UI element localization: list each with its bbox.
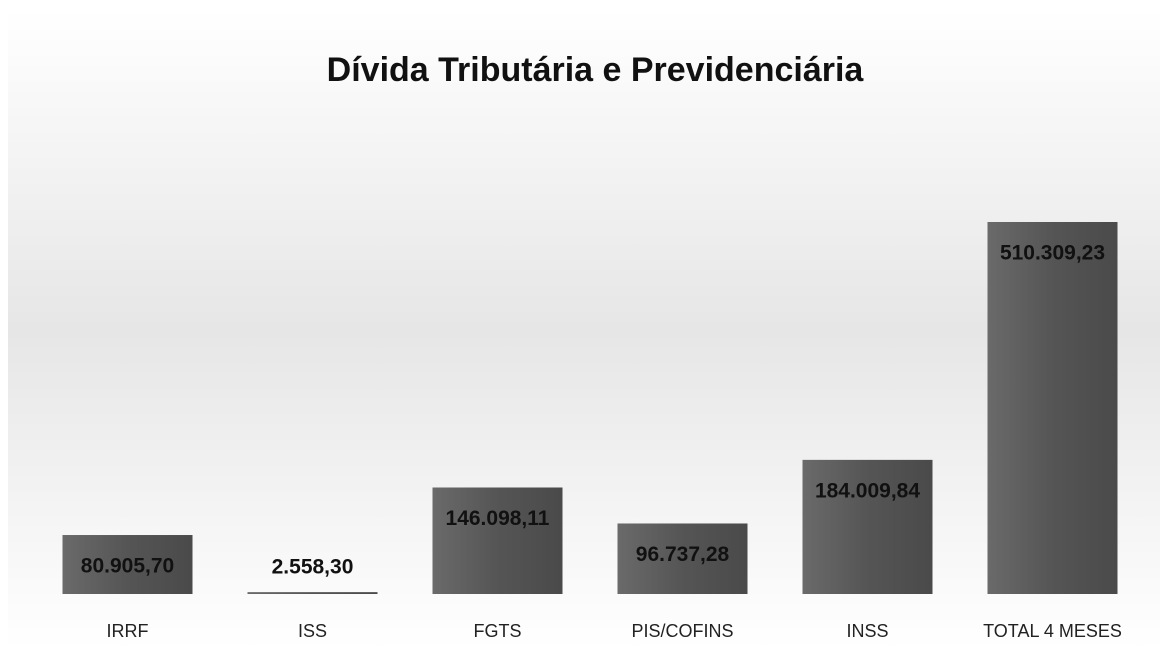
x-tick-label: IRRF bbox=[107, 621, 149, 641]
x-tick-label: FGTS bbox=[474, 621, 522, 641]
data-label: 96.737,28 bbox=[636, 543, 730, 566]
bar bbox=[247, 592, 378, 594]
data-label: 146.098,11 bbox=[446, 507, 550, 530]
chart-title: Dívida Tributária e Previdenciária bbox=[327, 51, 865, 89]
bar bbox=[432, 487, 563, 594]
bar bbox=[802, 459, 933, 594]
x-tick-label: TOTAL 4 MESES bbox=[983, 621, 1122, 641]
bar bbox=[62, 535, 193, 594]
data-label: 2.558,30 bbox=[272, 556, 354, 579]
bar bbox=[987, 222, 1118, 594]
data-label: 184.009,84 bbox=[815, 479, 920, 502]
plot-background bbox=[8, 10, 1160, 650]
data-label: 80.905,70 bbox=[81, 555, 174, 578]
x-tick-label: PIS/COFINS bbox=[631, 621, 733, 641]
bar bbox=[617, 523, 748, 594]
x-tick-label: ISS bbox=[298, 621, 327, 641]
x-tick-label: INSS bbox=[846, 621, 888, 641]
data-label: 510.309,23 bbox=[1000, 242, 1105, 265]
